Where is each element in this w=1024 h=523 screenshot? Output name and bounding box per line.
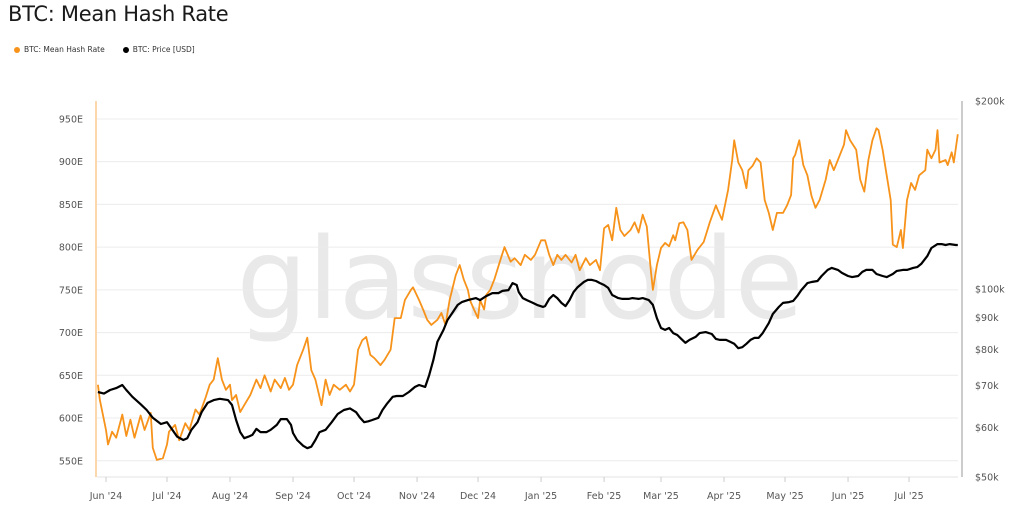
right-axis-tick-label: $50k (975, 473, 999, 484)
right-axis-tick-label: $200k (975, 97, 1005, 108)
x-axis-tick-label: Apr '25 (707, 491, 741, 502)
left-axis-tick-label: 650E (59, 371, 83, 382)
x-axis-tick-label: Dec '24 (460, 491, 496, 502)
x-axis-tick-label: Jul '24 (151, 491, 181, 502)
x-axis-tick-label: Aug '24 (212, 491, 248, 502)
x-axis-tick-label: Mar '25 (643, 491, 679, 502)
legend-item-hash-rate[interactable]: BTC: Mean Hash Rate (14, 45, 105, 54)
legend-item-price[interactable]: BTC: Price [USD] (122, 45, 195, 54)
right-axis-tick-label: $70k (975, 381, 999, 392)
hash-rate-swatch-icon (14, 46, 20, 53)
page-title: BTC: Mean Hash Rate (8, 2, 229, 26)
price-line (97, 243, 958, 450)
right-axis-tick-label: $80k (975, 345, 999, 356)
x-axis-tick-label: Jan '25 (524, 491, 557, 502)
left-axis-tick-label: 600E (59, 414, 83, 425)
glassnode-watermark: glassnode (236, 215, 803, 345)
left-axis-tick-label: 750E (59, 285, 83, 296)
legend-label-hash-rate: BTC: Mean Hash Rate (24, 45, 105, 54)
price-swatch-icon (122, 46, 129, 53)
right-axis-tick-label: $90k (975, 313, 999, 324)
x-axis-tick-label: Feb '25 (587, 491, 622, 502)
hash-rate-line (97, 127, 959, 461)
left-axis-tick-label: 900E (59, 157, 83, 168)
x-axis-tick-label: Jun '24 (89, 491, 123, 502)
right-axis-tick-label: $100k (975, 285, 1005, 296)
left-axis-tick-label: 550E (59, 456, 83, 467)
left-axis-tick-label: 800E (59, 243, 83, 254)
x-axis-tick-label: May '25 (766, 491, 803, 502)
x-axis-tick-label: Jul '25 (893, 491, 923, 502)
left-axis-tick-label: 950E (59, 114, 83, 125)
left-axis-tick-label: 700E (59, 328, 83, 339)
x-axis-tick-label: Sep '24 (275, 491, 311, 502)
left-axis-tick-label: 850E (59, 200, 83, 211)
x-axis-tick-label: Oct '24 (337, 491, 371, 502)
right-axis-tick-label: $60k (975, 423, 999, 434)
x-axis-tick-label: Nov '24 (399, 491, 435, 502)
legend-label-price: BTC: Price [USD] (132, 45, 195, 54)
x-axis-tick-label: Jun '25 (831, 491, 865, 502)
chart-legend: BTC: Mean Hash Rate BTC: Price [USD] (14, 45, 195, 54)
